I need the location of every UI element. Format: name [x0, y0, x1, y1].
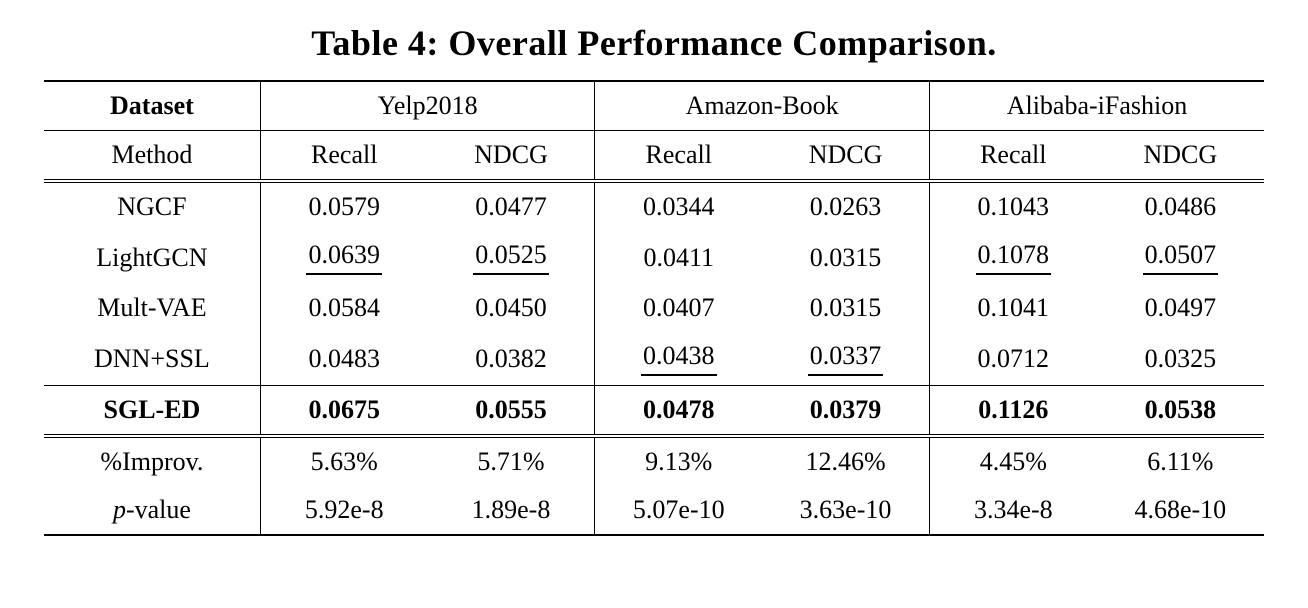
- metric-cell-underlined: 0.0337: [762, 332, 930, 386]
- group-header-amazon-book: Amazon-Book: [594, 80, 930, 131]
- recall-header: Recall: [259, 130, 428, 183]
- group-header-alibaba-ifashion: Alibaba-iFashion: [928, 80, 1264, 131]
- ndcg-header: NDCG: [427, 130, 595, 183]
- metric-cell: 0.0382: [427, 332, 595, 386]
- table-row-lightgcn: LightGCN 0.0639 0.0525 0.0411 0.0315 0.1…: [44, 231, 1264, 284]
- best-value-cell: 0.1126: [928, 385, 1097, 438]
- best-value-cell: 0.0478: [594, 385, 763, 438]
- metric-cell-underlined: 0.0507: [1097, 231, 1264, 284]
- metric-cell: 0.1043: [928, 181, 1097, 231]
- pvalue-cell: 3.63e-10: [762, 486, 930, 536]
- metric-cell: 0.0263: [809, 192, 882, 221]
- second-best-value: 0.0507: [1142, 240, 1219, 275]
- improvement-cell: 5.63%: [259, 436, 428, 486]
- metric-cell-underlined: 0.0438: [594, 332, 763, 386]
- metric-cell: 0.0486: [1144, 192, 1217, 221]
- second-best-value: 0.0525: [473, 240, 549, 275]
- table-row-improvement: %Improv. 5.63% 5.71% 9.13% 12.46% 4.45% …: [44, 436, 1264, 486]
- improvement-cell: 12.46%: [805, 447, 886, 476]
- metric-cell: 0.0584: [259, 284, 428, 332]
- pvalue-cell: 5.92e-8: [259, 486, 428, 536]
- method-name: SGL-ED: [44, 385, 261, 438]
- table-row-sgl-ed: SGL-ED 0.0675 0.0555 0.0478 0.0379 0.112…: [44, 385, 1264, 438]
- pvalue-cell: 4.68e-10: [1096, 486, 1264, 536]
- metric-cell: 0.0315: [809, 293, 882, 322]
- ndcg-header: NDCG: [1096, 130, 1264, 183]
- metric-cell-underlined: 0.0525: [428, 231, 595, 284]
- pvalue-cell: 1.89e-8: [427, 486, 595, 536]
- best-value-cell: 0.0675: [259, 385, 428, 438]
- metric-cell-underlined: 0.0639: [259, 231, 428, 284]
- improvement-cell: 5.71%: [477, 447, 545, 476]
- improvement-cell: 9.13%: [594, 436, 763, 486]
- best-value-cell: 0.0379: [762, 385, 930, 438]
- metric-cell-underlined: 0.1078: [928, 231, 1097, 284]
- pvalue-label: p-value: [44, 486, 261, 536]
- recall-header: Recall: [594, 130, 763, 183]
- pvalue-label-italic-p: p: [112, 495, 126, 524]
- ndcg-header: NDCG: [762, 130, 930, 183]
- recall-header: Recall: [928, 130, 1097, 183]
- table-row-pvalue: p-value 5.92e-8 1.89e-8 5.07e-10 3.63e-1…: [44, 486, 1264, 536]
- pvalue-label-rest: -value: [125, 495, 191, 524]
- second-best-value: 0.0438: [641, 341, 717, 376]
- best-value-cell: 0.0538: [1096, 385, 1264, 438]
- method-name: DNN+SSL: [44, 332, 261, 386]
- table-row-mult-vae: Mult-VAE 0.0584 0.0450 0.0407 0.0315 0.1…: [44, 284, 1264, 332]
- metric-cell: 0.0407: [594, 284, 763, 332]
- table-row-ngcf: NGCF 0.0579 0.0477 0.0344 0.0263 0.1043 …: [44, 181, 1264, 231]
- improvement-label: %Improv.: [100, 447, 204, 476]
- best-value-cell: 0.0555: [427, 385, 595, 438]
- table-row-dnn-ssl: DNN+SSL 0.0483 0.0382 0.0438 0.0337 0.07…: [44, 332, 1264, 386]
- improvement-cell: 6.11%: [1147, 447, 1214, 476]
- metric-cell: 0.0411: [594, 231, 763, 284]
- dataset-header-label: Dataset: [44, 80, 261, 131]
- performance-table: Dataset Yelp2018 Amazon-Book Alibaba-iFa…: [44, 80, 1264, 536]
- method-name: LightGCN: [96, 242, 208, 272]
- method-name: Mult-VAE: [97, 293, 207, 322]
- metric-cell: 0.1041: [928, 284, 1097, 332]
- dataset-header-row: Dataset Yelp2018 Amazon-Book Alibaba-iFa…: [44, 80, 1264, 131]
- metric-cell: 0.0344: [594, 181, 763, 231]
- method-name: NGCF: [117, 192, 187, 221]
- method-header-label: Method: [44, 130, 261, 183]
- metric-header-row: Method Recall NDCG Recall NDCG Recall ND…: [44, 130, 1264, 183]
- metric-cell: 0.0497: [1144, 293, 1217, 322]
- metric-cell: 0.0450: [475, 293, 547, 322]
- second-best-value: 0.1078: [975, 240, 1052, 275]
- improvement-cell: 4.45%: [928, 436, 1097, 486]
- metric-cell: 0.0712: [928, 332, 1097, 386]
- metric-cell: 0.0315: [809, 242, 882, 272]
- metric-cell: 0.0579: [259, 181, 428, 231]
- metric-cell: 0.0477: [475, 192, 547, 221]
- metric-cell: 0.0483: [259, 332, 428, 386]
- pvalue-cell: 3.34e-8: [928, 486, 1097, 536]
- second-best-value: 0.0337: [807, 341, 884, 376]
- table-caption: Table 4: Overall Performance Comparison.: [311, 23, 997, 63]
- metric-cell: 0.0325: [1096, 332, 1264, 386]
- pvalue-cell: 5.07e-10: [594, 486, 763, 536]
- second-best-value: 0.0639: [306, 240, 382, 275]
- group-header-yelp2018: Yelp2018: [259, 80, 595, 131]
